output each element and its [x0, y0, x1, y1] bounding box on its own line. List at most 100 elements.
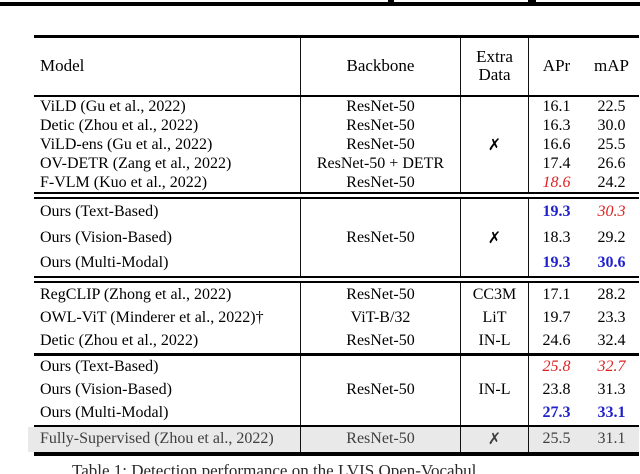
apr-column: 16.1 16.3 16.6 17.4 18.6 — [529, 97, 584, 192]
map-column: 32.7 31.3 33.1 — [584, 356, 639, 425]
table-caption-clipped: Table 1: Detection performance on the LV… — [72, 461, 477, 474]
apr-column: 17.1 19.7 24.6 — [529, 283, 584, 353]
header-backbone: Backbone — [301, 37, 461, 95]
table-group-ours-extra-data: Ours (Text-Based) Ours (Vision-Based) Ou… — [34, 355, 639, 425]
table-cell-map: 29.2 — [597, 228, 626, 246]
table-group-baselines-no-extra: ViLD (Gu et al., 2022) Detic (Zhou et al… — [34, 97, 639, 192]
table-cell-apr: 25.8 — [542, 358, 571, 375]
table-top-rule — [34, 35, 639, 38]
table-cell-apr: 25.5 — [542, 430, 571, 447]
table-cell-map: 30.0 — [597, 116, 626, 134]
header-extra-line1: Extra — [476, 47, 513, 66]
clipped-heading-descender — [528, 0, 536, 3]
table-cell-backbone: ViT-B/32 — [350, 308, 411, 326]
table-cell-backbone: ResNet-50 — [346, 173, 415, 191]
table-cell-map: 25.5 — [597, 135, 626, 153]
table-cell-backbone: ResNet-50 — [301, 426, 461, 452]
header-map-label: mAP — [594, 56, 629, 75]
table-cell-map: 28.2 — [597, 285, 626, 303]
table-cell-model: Ours (Multi-Modal) — [40, 404, 169, 421]
table-cell-apr: 19.3 — [542, 202, 571, 220]
map-column: 22.5 30.0 25.5 26.6 24.2 — [584, 97, 639, 192]
table-cell-backbone: ResNet-50 + DETR — [316, 154, 445, 172]
table-cell-apr: 16.3 — [542, 116, 571, 134]
table-cell-model: Ours (Text-Based) — [40, 358, 159, 375]
table-cell-model: OV-DETR (Zang et al., 2022) — [40, 154, 232, 172]
table-cell-apr: 16.6 — [542, 135, 571, 153]
backbone-column: ResNet-50 ViT-B/32 ResNet-50 — [301, 283, 461, 353]
cross-mark-icon: ✗ — [461, 426, 529, 452]
table-cell-map: 26.6 — [597, 154, 626, 172]
extra-data-column: ✗ — [461, 97, 529, 192]
table-cell-map: 31.3 — [597, 381, 626, 398]
extra-data-column: ✗ — [461, 199, 529, 276]
table-cell-apr: 24.6 — [542, 332, 571, 350]
table-cell-apr: 17.1 — [542, 285, 571, 303]
table-bottom-rule — [34, 451, 639, 456]
table-cell-map: 32.4 — [597, 332, 626, 350]
table-header-row: Model Backbone Extra Data APr mAP — [34, 37, 639, 95]
table-cell-apr: 23.8 — [542, 381, 571, 398]
table-cell-backbone: ResNet-50 — [346, 332, 415, 350]
fully-supervised-row: Fully-Supervised (Zhou et al., 2022) Res… — [28, 426, 639, 452]
table-cell-apr: 17.4 — [542, 154, 571, 172]
apr-column: 19.3 18.3 19.3 — [529, 199, 584, 276]
table-cell-model: ViLD (Gu et al., 2022) — [40, 97, 186, 115]
table-cell-model: ViLD-ens (Gu et al., 2022) — [40, 135, 213, 153]
table-cell-extra: IN-L — [478, 381, 511, 398]
table-cell-extra: IN-L — [478, 332, 511, 350]
table-cell-model: Detic (Zhou et al., 2022) — [40, 332, 199, 350]
table-cell-model: Fully-Supervised (Zhou et al., 2022) — [34, 426, 301, 452]
table-cell-backbone: ResNet-50 — [346, 116, 415, 134]
header-extra-line2: Data — [478, 65, 511, 84]
table-cell-apr: 27.3 — [542, 404, 571, 421]
backbone-column: ResNet-50 — [301, 355, 461, 425]
cross-mark-icon: ✗ — [487, 229, 502, 247]
model-column: Ours (Text-Based) Ours (Vision-Based) Ou… — [34, 355, 301, 425]
top-rule — [0, 2, 640, 6]
table-cell-map: 31.1 — [597, 430, 626, 447]
table-cell-backbone: ResNet-50 — [346, 135, 415, 153]
table-cell-map: 30.3 — [597, 202, 626, 220]
table-group-baselines-extra-data: RegCLIP (Zhong et al., 2022) OWL-ViT (Mi… — [34, 283, 639, 353]
table-cell-extra: LiT — [482, 308, 507, 326]
table-cell-apr: 19.3 — [542, 254, 571, 272]
header-extra-data: Extra Data — [461, 37, 529, 95]
table-cell-backbone: ResNet-50 — [346, 285, 415, 303]
header-apr-label: APr — [542, 56, 571, 75]
table-cell-model: Ours (Vision-Based) — [40, 228, 172, 246]
apr-column: 25.8 23.8 27.3 — [529, 356, 584, 425]
group-separator-rule — [34, 353, 639, 356]
group-separator-double-rule — [34, 276, 639, 283]
table-cell-model: OWL-ViT (Minderer et al., 2022)† — [40, 308, 264, 326]
table-cell-apr: 18.6 — [542, 173, 571, 191]
table-cell-model: Ours (Multi-Modal) — [40, 254, 169, 272]
table-cell-model: Ours (Text-Based) — [40, 202, 159, 220]
header-backbone-label: Backbone — [346, 56, 415, 75]
table-cell-map: 24.2 — [597, 173, 626, 191]
clipped-heading-descender — [388, 0, 394, 3]
table-group-ours-no-extra: Ours (Text-Based) Ours (Vision-Based) Ou… — [34, 199, 639, 276]
table-cell-backbone: ResNet-50 — [346, 97, 415, 115]
table-cell-model: F-VLM (Kuo et al., 2022) — [40, 173, 208, 191]
model-column: Ours (Text-Based) Ours (Vision-Based) Ou… — [34, 199, 301, 276]
header-bottom-rule — [34, 94, 639, 97]
header-map: mAP — [584, 38, 639, 95]
table-cell-map: 33.1 — [597, 404, 626, 421]
model-column: ViLD (Gu et al., 2022) Detic (Zhou et al… — [34, 97, 301, 192]
backbone-column: ResNet-50 — [301, 199, 461, 276]
header-model-label: Model — [40, 56, 85, 75]
table-cell-extra: CC3M — [472, 285, 517, 303]
table-cell-map: 23.3 — [597, 308, 626, 326]
extra-data-column: IN-L — [461, 355, 529, 425]
header-apr: APr — [529, 38, 584, 95]
table-cell-apr: 18.3 — [542, 228, 571, 246]
table-cell-backbone: ResNet-50 — [346, 381, 415, 398]
cross-mark-icon: ✗ — [487, 136, 502, 154]
extra-data-column: CC3M LiT IN-L — [461, 283, 529, 353]
map-column: 30.3 29.2 30.6 — [584, 199, 639, 276]
header-model: Model — [34, 37, 301, 95]
table-cell-apr: 16.1 — [542, 97, 571, 115]
table-cell-map: 30.6 — [597, 254, 626, 272]
table-cell-model: Detic (Zhou et al., 2022) — [40, 116, 199, 134]
